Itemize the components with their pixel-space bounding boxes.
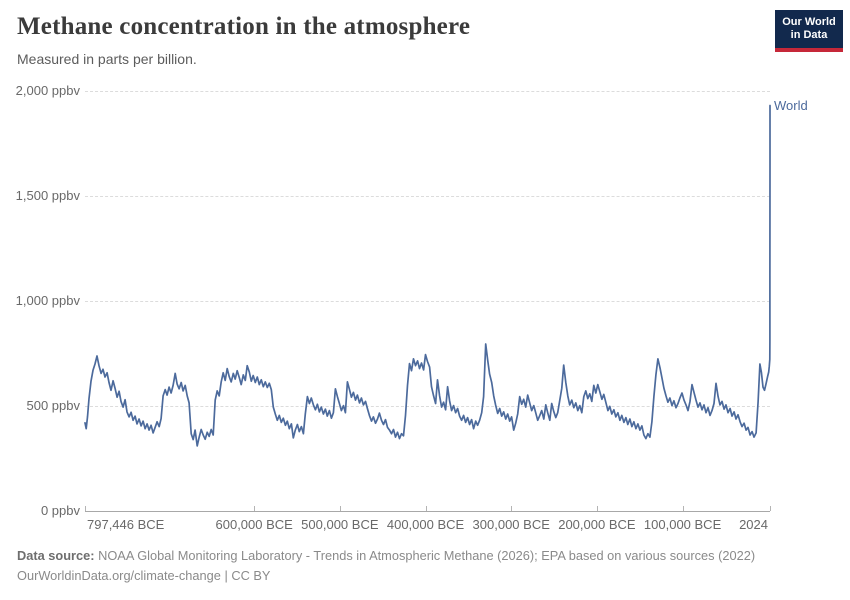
page-title: Methane concentration in the atmosphere [17, 13, 471, 40]
y-axis-tick-label: 500 ppbv [26, 398, 81, 413]
x-axis-tick-label: 600,000 BCE [215, 517, 293, 532]
data-source-line: Data source: NOAA Global Monitoring Labo… [17, 546, 837, 566]
x-axis-tick [254, 506, 256, 511]
x-axis-tick [596, 506, 598, 511]
x-axis-tick-label: 797,446 BCE [87, 517, 165, 532]
owid-logo-red-stripe [775, 48, 843, 52]
x-axis-tick-label: 300,000 BCE [472, 517, 550, 532]
x-axis-tick [770, 506, 771, 511]
data-source-text: NOAA Global Monitoring Laboratory - Tren… [94, 548, 756, 563]
owid-logo[interactable]: Our World in Data [775, 10, 843, 52]
x-axis-tick [85, 506, 86, 511]
y-gridline [85, 406, 770, 407]
y-gridline [85, 196, 770, 197]
x-axis-tick-label: 200,000 BCE [558, 517, 636, 532]
x-axis-tick [511, 506, 513, 511]
x-axis-line [85, 511, 770, 512]
owid-logo-line2: in Data [790, 29, 828, 41]
series-label-world[interactable]: World [774, 98, 808, 114]
license-link[interactable]: OurWorldinData.org/climate-change | CC B… [17, 568, 271, 583]
x-axis-tick [339, 506, 341, 511]
owid-logo-line1: Our World [782, 16, 836, 28]
y-axis-tick-label: 0 ppbv [40, 503, 80, 518]
line-chart-svg [84, 104, 771, 447]
data-source-label: Data source: [17, 548, 95, 563]
y-axis-tick-label: 1,000 ppbv [15, 293, 80, 308]
x-axis-tick [682, 506, 684, 511]
x-axis-tick-label: 100,000 BCE [643, 517, 722, 532]
y-axis-tick-label: 1,500 ppbv [15, 188, 80, 203]
x-axis-tick-label: 500,000 BCE [301, 517, 379, 532]
world-series-line[interactable] [84, 104, 771, 447]
x-axis-tick-label: 2024 [739, 517, 768, 532]
x-axis-tick-label: 400,000 BCE [386, 517, 465, 532]
chart-subtitle: Measured in parts per billion. [17, 51, 197, 67]
y-axis-tick-label: 2,000 ppbv [15, 83, 80, 98]
x-axis-tick [425, 506, 427, 511]
y-gridline [85, 301, 770, 302]
chart-footer: Data source: NOAA Global Monitoring Labo… [17, 546, 837, 586]
owid-logo-box: Our World in Data [775, 10, 843, 48]
y-gridline [85, 91, 770, 92]
